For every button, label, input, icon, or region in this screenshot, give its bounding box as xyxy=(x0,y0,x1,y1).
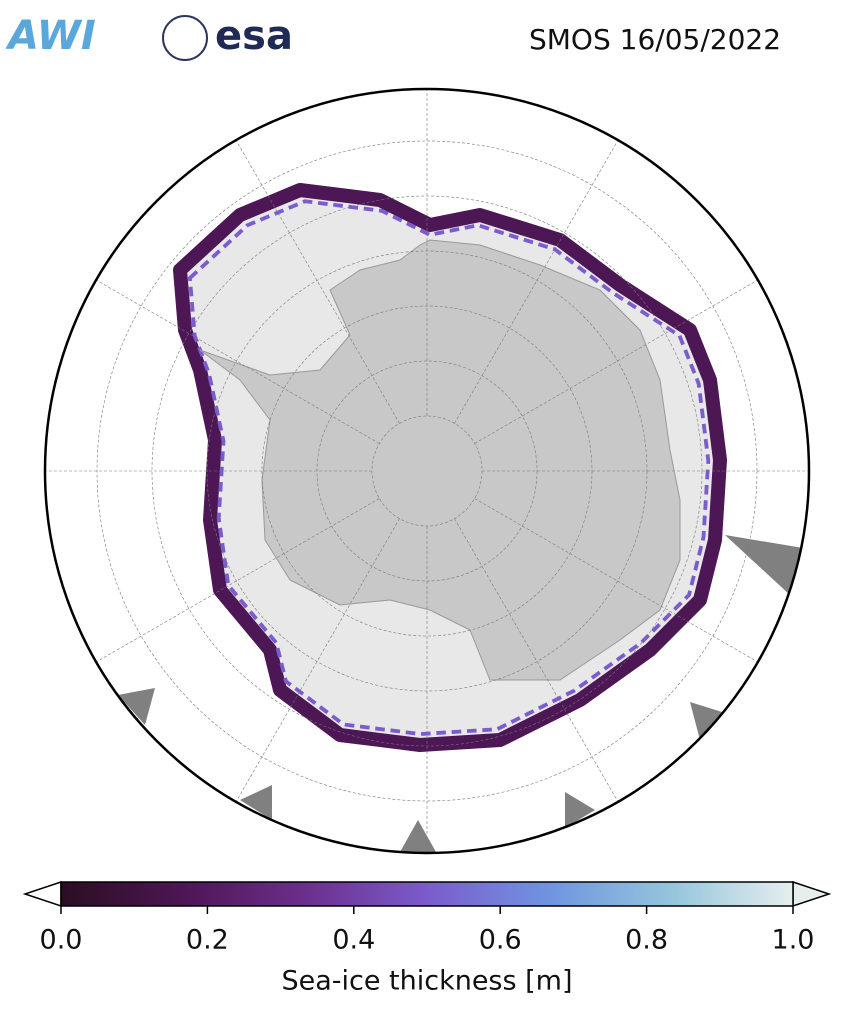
esa-emblem xyxy=(162,15,208,61)
colorbar-extend-low xyxy=(22,880,62,908)
colorbar-tick-label: 0.8 xyxy=(625,925,668,956)
colorbar-tick-label: 0.4 xyxy=(332,925,375,956)
meridian xyxy=(474,275,765,444)
colorbar xyxy=(22,880,832,908)
meridian xyxy=(454,133,623,424)
colorbar-tick-label: 0.2 xyxy=(186,925,229,956)
meridian xyxy=(89,275,380,444)
meridian xyxy=(474,498,765,667)
awi-logo: AWI xyxy=(5,13,96,59)
map-frame xyxy=(43,87,811,855)
colorbar-tick-label: 0.0 xyxy=(40,925,83,956)
meridian xyxy=(454,518,623,809)
colorbar-tick-label: 1.0 xyxy=(772,925,815,956)
colorbar-label: Sea-ice thickness [m] xyxy=(281,966,572,997)
map-title: SMOS 16/05/2022 xyxy=(529,23,781,56)
sea-ice-edge xyxy=(187,199,711,736)
meridian xyxy=(231,133,400,424)
colorbar-scale xyxy=(60,881,794,907)
meridian xyxy=(231,518,400,809)
colorbar-tick-label: 0.6 xyxy=(479,925,522,956)
map xyxy=(45,89,809,853)
graticule xyxy=(45,89,809,853)
meridian xyxy=(89,498,380,667)
antarctica xyxy=(199,239,681,681)
colorbar-extend-high xyxy=(792,880,832,908)
esa-logo: esa xyxy=(215,13,293,59)
